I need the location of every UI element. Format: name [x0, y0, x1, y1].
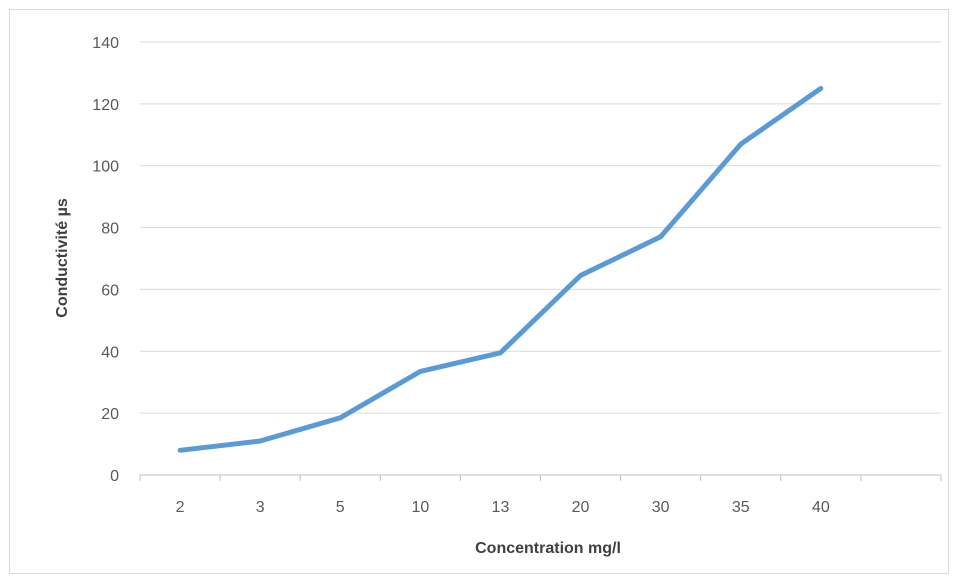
series	[177, 85, 824, 453]
x-tick-label: 20	[572, 499, 590, 516]
y-tick-labels: 0 20 40 60 80 100 120 140	[92, 35, 119, 485]
x-tick-label: 5	[336, 499, 345, 516]
y-tick-label: 20	[101, 406, 119, 423]
x-tick-label: 10	[411, 499, 429, 516]
series-line	[177, 85, 824, 453]
y-axis-title: Conductivité µs	[54, 198, 71, 318]
x-tick-label: 30	[652, 499, 670, 516]
y-tick-label: 60	[101, 282, 119, 299]
y-tick-label: 100	[92, 159, 119, 176]
y-tick-label: 120	[92, 97, 119, 114]
x-tick-label: 2	[176, 499, 185, 516]
x-tick-label: 35	[732, 499, 750, 516]
x-tick-label: 13	[492, 499, 510, 516]
y-tick-label: 40	[101, 344, 119, 361]
x-tick-label: 3	[256, 499, 265, 516]
gridlines	[140, 41, 941, 414]
chart-frame	[9, 9, 949, 574]
y-tick-label: 140	[92, 35, 119, 52]
x-axis-title: Concentration mg/l	[475, 540, 621, 557]
axes	[139, 474, 942, 481]
x-tick-label: 40	[812, 499, 830, 516]
y-tick-label: 0	[110, 468, 119, 485]
y-tick-label: 80	[101, 221, 119, 238]
x-tick-labels: 2 3 5 10 13 20 30 35 40	[176, 499, 830, 516]
